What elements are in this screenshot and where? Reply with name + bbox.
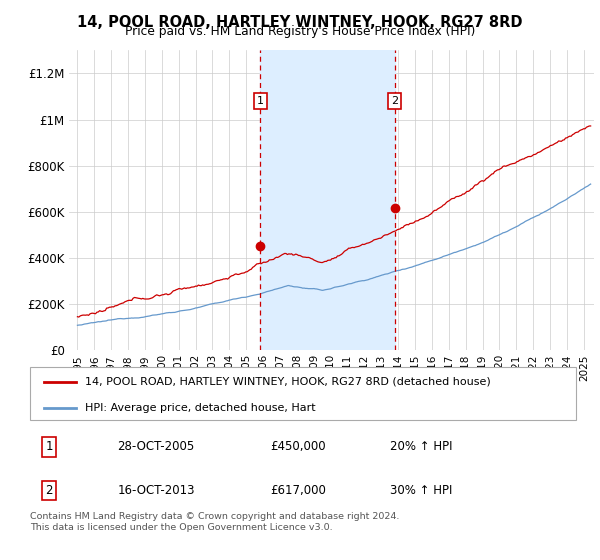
Text: 20% ↑ HPI: 20% ↑ HPI xyxy=(391,440,453,453)
Text: 1: 1 xyxy=(46,440,53,453)
Text: 16-OCT-2013: 16-OCT-2013 xyxy=(118,484,195,497)
FancyBboxPatch shape xyxy=(30,367,576,420)
Text: HPI: Average price, detached house, Hart: HPI: Average price, detached house, Hart xyxy=(85,403,315,413)
Text: 30% ↑ HPI: 30% ↑ HPI xyxy=(391,484,453,497)
Text: 14, POOL ROAD, HARTLEY WINTNEY, HOOK, RG27 8RD: 14, POOL ROAD, HARTLEY WINTNEY, HOOK, RG… xyxy=(77,15,523,30)
Text: Contains HM Land Registry data © Crown copyright and database right 2024.
This d: Contains HM Land Registry data © Crown c… xyxy=(30,512,400,532)
Text: 1: 1 xyxy=(257,96,264,106)
Bar xyxy=(260,50,395,350)
Text: 2: 2 xyxy=(46,484,53,497)
Text: Price paid vs. HM Land Registry's House Price Index (HPI): Price paid vs. HM Land Registry's House … xyxy=(125,25,475,38)
Text: 2: 2 xyxy=(391,96,398,106)
Text: 28-OCT-2005: 28-OCT-2005 xyxy=(118,440,194,453)
Text: 14, POOL ROAD, HARTLEY WINTNEY, HOOK, RG27 8RD (detached house): 14, POOL ROAD, HARTLEY WINTNEY, HOOK, RG… xyxy=(85,377,490,387)
Text: £450,000: £450,000 xyxy=(270,440,326,453)
Text: £617,000: £617,000 xyxy=(270,484,326,497)
